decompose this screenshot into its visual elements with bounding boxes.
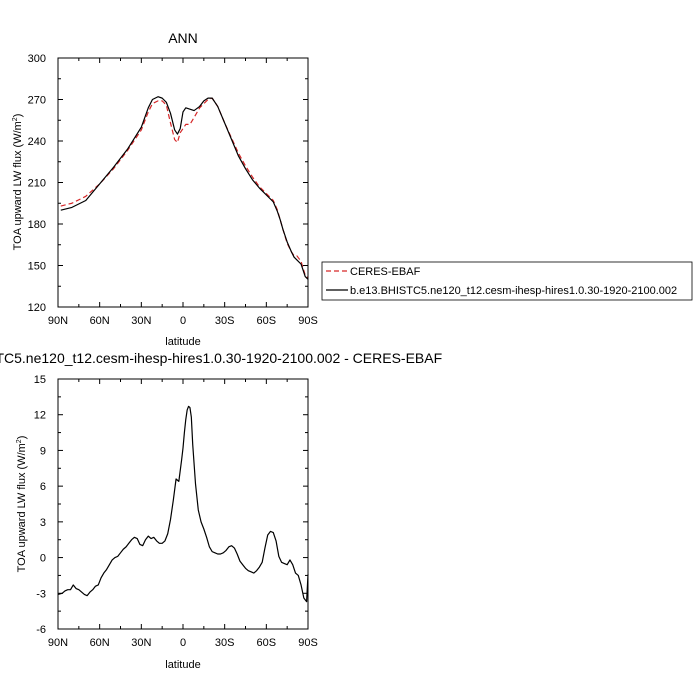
x-tick-label: 30S — [215, 315, 235, 327]
y-tick-label: 300 — [28, 53, 46, 65]
chart-title: b.e13.BHISTC5.ne120_t12.cesm-ihesp-hires… — [0, 350, 442, 366]
chart-annual-lw-flux: ANN 90N 60N 30N 0 30S 60S 90S 120 150 180 210 240 27… — [12, 30, 693, 348]
x-tick-label: 60N — [90, 315, 110, 327]
x-tick-label: 60N — [90, 637, 110, 649]
plot-area: 90N 60N 30N 0 30S 60S 90S -6 -3 0 3 6 9 12 15 — [34, 374, 318, 649]
y-tick-label: -6 — [36, 624, 46, 636]
x-tick-label: 30S — [215, 637, 235, 649]
plot-frame — [57, 57, 309, 308]
y-tick-label: 9 — [40, 445, 46, 457]
series-line-0 — [57, 405, 309, 603]
x-tick-label: 90N — [48, 315, 68, 327]
plot-area: 90N 60N 30N 0 30S 60S 90S 120 150 180 210 240 270 300 — [28, 53, 318, 327]
y-tick-label: 6 — [40, 481, 46, 493]
y-axis-label: TOA upward LW flux (W/m2) — [12, 114, 24, 251]
chart-lw-flux-difference: b.e13.BHISTC5.ne120_t12.cesm-ihesp-hires… — [0, 350, 442, 671]
x-tick-label: 60S — [257, 637, 277, 649]
chart-title: ANN — [168, 30, 198, 46]
x-tick-label: 0 — [180, 637, 186, 649]
x-axis-label: latitude — [165, 659, 200, 671]
y-tick-label: 0 — [40, 553, 46, 565]
x-tick-label: 90S — [298, 315, 318, 327]
legend-label-model: b.e13.BHISTC5.ne120_t12.cesm-ihesp-hires… — [350, 285, 677, 297]
x-tick-label: 60S — [257, 315, 277, 327]
y-tick-label: 3 — [40, 517, 46, 529]
y-tick-label: 12 — [34, 410, 46, 422]
y-tick-label: -3 — [36, 588, 46, 600]
x-tick-label: 30N — [131, 315, 151, 327]
legend-box — [321, 261, 693, 301]
x-tick-label: 90N — [48, 637, 68, 649]
series-line-1 — [60, 96, 309, 280]
y-tick-label: 270 — [28, 95, 46, 107]
y-tick-label: 15 — [34, 374, 46, 386]
y-axis-label: TOA upward LW flux (W/m2) — [16, 436, 28, 573]
y-tick-label: 150 — [28, 261, 46, 273]
y-tick-label: 240 — [28, 136, 46, 148]
y-tick-label: 180 — [28, 219, 46, 231]
series-line-0 — [60, 97, 309, 279]
y-tick-label: 120 — [28, 302, 46, 314]
x-tick-label: 90S — [298, 637, 318, 649]
y-tick-label: 210 — [28, 178, 46, 190]
x-tick-label: 0 — [180, 315, 186, 327]
plot-frame — [57, 378, 309, 630]
x-axis-label: latitude — [165, 336, 200, 348]
legend-label-ceres: CERES-EBAF — [350, 266, 421, 278]
legend: CERES-EBAF b.e13.BHISTC5.ne120_t12.cesm-… — [321, 261, 693, 301]
x-tick-label: 30N — [131, 637, 151, 649]
